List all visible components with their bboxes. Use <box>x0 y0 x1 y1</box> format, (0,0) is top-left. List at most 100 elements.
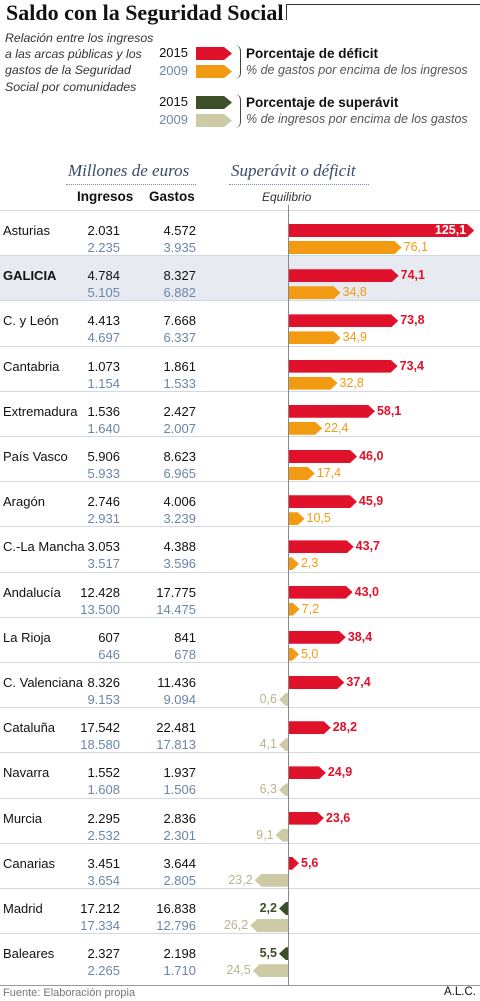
region-label: Canarias <box>3 855 56 871</box>
value-label-2015: 23,6 <box>325 810 351 825</box>
region-label: La Rioja <box>3 629 51 645</box>
income-2009: 3.517 <box>87 556 120 572</box>
deficit-bar-2015 <box>289 314 398 327</box>
region-label: Andalucía <box>3 584 61 600</box>
section-header-millions: Millones de euros <box>68 161 190 180</box>
expense-2015: 7.668 <box>163 313 196 329</box>
surplus-bar-2009 <box>252 964 289 978</box>
deficit-bar-2015 <box>289 812 324 825</box>
chart-row: Baleares 2.327 2.198 2.265 1.710 5,5 24,5 <box>0 933 480 979</box>
expense-2015: 8.327 <box>163 268 196 284</box>
income-2015: 4.413 <box>87 313 120 329</box>
value-label-2015: 45,9 <box>358 494 384 509</box>
deficit-bar-2009 <box>289 422 322 435</box>
legend-deficit-subheading: % de gastos por encima de los ingresos <box>246 63 468 77</box>
footer-rule <box>0 985 480 986</box>
income-2009: 5.105 <box>87 285 120 301</box>
deficit-bar-2015 <box>289 676 344 689</box>
expense-2015: 4.388 <box>163 539 196 555</box>
expense-2009: 2.805 <box>163 872 196 888</box>
value-label-2009: 76,1 <box>403 240 428 254</box>
income-2009: 1.154 <box>87 375 120 391</box>
value-label-2015: 125,1 <box>434 223 467 237</box>
expense-2009: 2.301 <box>163 827 196 843</box>
region-label: Baleares <box>3 946 55 962</box>
chart-row: País Vasco 5.906 8.623 5.933 6.965 46,0 17,4 <box>0 436 480 482</box>
region-label: Madrid <box>3 901 43 916</box>
deficit-bar-2009 <box>289 331 341 344</box>
region-label: Aragón <box>3 494 45 510</box>
value-label-2009: 0,6 <box>259 692 277 706</box>
surplus-bar-2015 <box>279 947 289 961</box>
value-label-2015: 58,1 <box>376 403 402 418</box>
value-label-2009: 22,4 <box>324 420 349 435</box>
deficit-bar-2015 <box>289 450 357 463</box>
column-header-expense: Gastos <box>149 189 195 204</box>
income-2015: 607 <box>98 629 120 645</box>
chart-row: C.-La Mancha 3.053 4.388 3.517 3.596 43,7 2,3 <box>0 526 480 572</box>
legend-brace-surplus <box>232 94 241 128</box>
income-2015: 1.073 <box>87 358 120 374</box>
income-2015: 3.053 <box>87 539 120 555</box>
value-label-2009: 24,5 <box>226 963 251 978</box>
deficit-bar-2015 <box>289 631 346 644</box>
region-label: C.-La Mancha <box>3 539 85 555</box>
expense-2015: 1.937 <box>163 765 196 781</box>
income-2009: 1.640 <box>87 420 120 436</box>
section-header-balance: Superávit o déficit <box>231 161 356 180</box>
value-label-2015: 37,4 <box>346 675 371 689</box>
chart-title: Saldo con la Seguridad Social <box>6 0 284 25</box>
section-rule-left <box>66 184 196 185</box>
surplus-bar-2009 <box>279 783 289 797</box>
chart-row: Canarias 3.451 3.644 3.654 2.805 5,6 23,2 <box>0 842 480 889</box>
author-credit: A.L.C. <box>444 986 476 998</box>
expense-2015: 3.644 <box>163 855 196 871</box>
section-rule-right <box>229 184 369 185</box>
expense-2015: 2.427 <box>163 403 196 419</box>
surplus-bar-2009 <box>279 693 289 706</box>
deficit-bar-2015 <box>289 360 398 373</box>
title-rule <box>286 4 480 20</box>
deficit-bar-2015 <box>289 224 474 237</box>
income-2009: 13.500 <box>80 601 120 617</box>
income-2009: 4.697 <box>87 330 120 346</box>
income-2015: 17.212 <box>80 901 120 916</box>
value-label-2009: 6,3 <box>259 782 277 797</box>
deficit-bar-2015 <box>289 721 331 734</box>
expense-2015: 841 <box>174 629 196 645</box>
expense-2015: 4.572 <box>163 223 196 238</box>
expense-2009: 6.337 <box>163 330 196 346</box>
expense-2009: 2.007 <box>163 420 196 436</box>
value-label-2015: 43,7 <box>355 539 381 554</box>
legend-swatch-deficit-2015 <box>196 47 232 60</box>
deficit-bar-2009 <box>289 286 341 299</box>
value-label-2015: 43,0 <box>354 584 379 599</box>
income-2015: 3.451 <box>87 855 120 871</box>
income-2015: 2.746 <box>87 494 120 510</box>
income-2009: 18.580 <box>80 737 120 753</box>
value-label-2009: 17,4 <box>316 466 342 480</box>
value-label-2009: 23,2 <box>228 872 253 887</box>
chart-row: Madrid 17.212 16.838 17.334 12.796 2,2 26,2 <box>0 888 480 934</box>
expense-2009: 1.533 <box>163 375 196 391</box>
source-note: Fuente: Elaboración propia <box>3 987 136 999</box>
value-label-2009: 32,8 <box>339 375 364 390</box>
income-2009: 2.931 <box>87 511 120 527</box>
value-label-2015: 38,4 <box>347 629 373 644</box>
deficit-bar-2009 <box>289 603 300 616</box>
deficit-bar-2015 <box>289 405 375 418</box>
expense-2015: 8.623 <box>163 449 196 464</box>
expense-2009: 1.710 <box>163 963 196 979</box>
region-label: Extremadura <box>3 403 78 419</box>
deficit-bar-2015 <box>289 495 357 508</box>
legend-swatch-deficit-2009 <box>196 65 232 78</box>
income-2009: 5.933 <box>87 466 120 481</box>
chart-row: C. y León 4.413 7.668 4.697 6.337 73,8 34,9 <box>0 300 480 346</box>
value-label-2009: 34,8 <box>342 285 367 300</box>
value-label-2015: 46,0 <box>359 449 384 463</box>
value-label-2009: 10,5 <box>306 511 331 526</box>
income-2015: 12.428 <box>80 584 120 600</box>
region-label: Cantabria <box>3 358 60 374</box>
value-label-2009: 4,1 <box>259 737 277 752</box>
intro-text: Relación entre los ingresos a las arcas … <box>5 31 154 94</box>
